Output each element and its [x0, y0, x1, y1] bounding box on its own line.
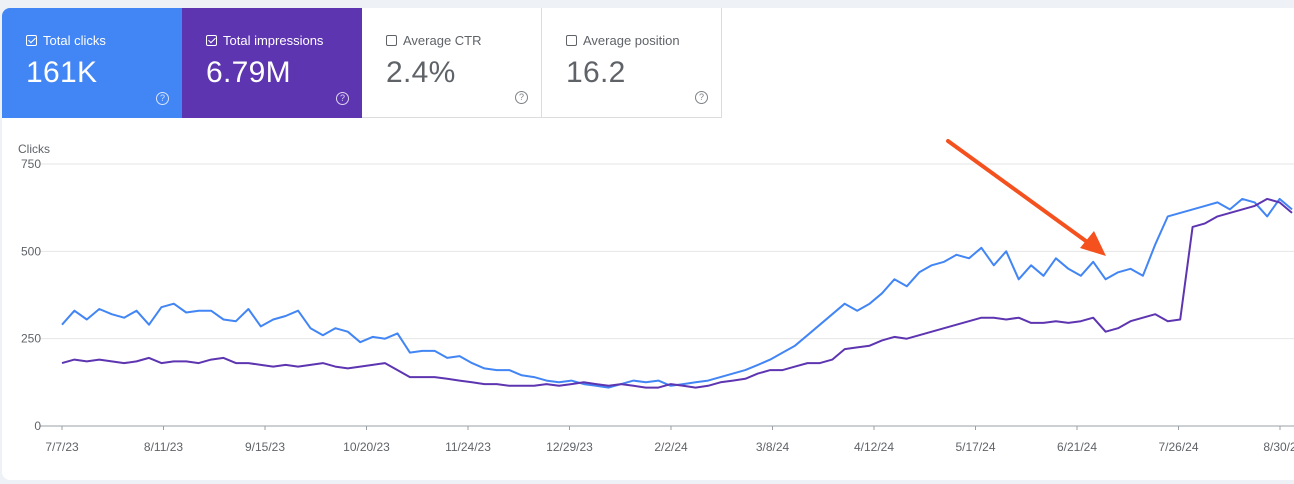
x-tick-label: 7/26/24: [1158, 440, 1198, 454]
total-impressions-value: 6.79M: [206, 56, 291, 89]
y-axis-label: Clicks: [18, 142, 50, 156]
total-impressions-label: Total impressions: [223, 33, 324, 48]
help-circle-icon[interactable]: ?: [695, 91, 708, 104]
total-clicks-card[interactable]: Total clicks 161K ?: [2, 8, 182, 118]
average-ctr-value: 2.4%: [386, 56, 456, 89]
average-ctr-label: Average CTR: [403, 33, 482, 48]
average-position-label: Average position: [583, 33, 680, 48]
average-ctr-card[interactable]: Average CTR 2.4% ?: [362, 8, 542, 118]
x-tick-label: 9/15/23: [245, 440, 285, 454]
x-tick-label: 2/2/24: [654, 440, 688, 454]
average-position-header: Average position: [566, 33, 680, 48]
x-tick-label: 6/21/24: [1057, 440, 1097, 454]
average-position-value: 16.2: [566, 56, 626, 89]
clicks-series-line: [61, 197, 1293, 389]
x-tick-label: 7/7/23: [45, 440, 79, 454]
impressions-series-line: [61, 197, 1293, 389]
x-tick-label: 4/12/24: [854, 440, 894, 454]
x-tick-label: 12/29/23: [546, 440, 593, 454]
clicks-line-chart: Clicks 0 250 500 750 7/7/23 8/11/23 9/15/23 10…: [18, 139, 1294, 454]
x-tick-label: 11/24/23: [445, 440, 491, 454]
help-circle-icon[interactable]: ?: [515, 91, 528, 104]
total-impressions-header: Total impressions: [206, 33, 323, 48]
annotation-arrow: [946, 139, 1106, 256]
arrow-shaft: [946, 139, 1092, 246]
total-clicks-label: Total clicks: [43, 33, 106, 48]
total-impressions-card[interactable]: Total impressions 6.79M ?: [182, 8, 362, 118]
help-circle-icon[interactable]: ?: [156, 92, 169, 105]
y-tick-label: 0: [34, 419, 41, 433]
y-tick-label: 500: [21, 244, 41, 258]
x-tick-label: 8/30/2: [1263, 440, 1294, 454]
x-tick-label: 8/11/23: [144, 440, 183, 454]
average-position-card[interactable]: Average position 16.2 ?: [542, 8, 722, 118]
checkbox-icon[interactable]: [26, 35, 37, 46]
average-ctr-header: Average CTR: [386, 33, 482, 48]
metric-tabs: Total clicks 161K ? Total impressions 6.…: [2, 8, 722, 118]
total-clicks-value: 161K: [26, 56, 98, 89]
total-clicks-header: Total clicks: [26, 33, 106, 48]
arrow-icon: [1080, 231, 1106, 256]
y-tick-label: 750: [21, 157, 41, 171]
x-tick-label: 5/17/24: [955, 440, 995, 454]
x-tick-label: 3/8/24: [756, 440, 790, 454]
checkbox-icon[interactable]: [566, 35, 577, 46]
checkbox-icon[interactable]: [206, 35, 217, 46]
help-circle-icon[interactable]: ?: [336, 92, 349, 105]
y-tick-label: 250: [21, 332, 41, 346]
performance-card: Total clicks 161K ? Total impressions 6.…: [2, 8, 1294, 480]
x-tick-label: 10/20/23: [343, 440, 390, 454]
checkbox-icon[interactable]: [386, 35, 397, 46]
